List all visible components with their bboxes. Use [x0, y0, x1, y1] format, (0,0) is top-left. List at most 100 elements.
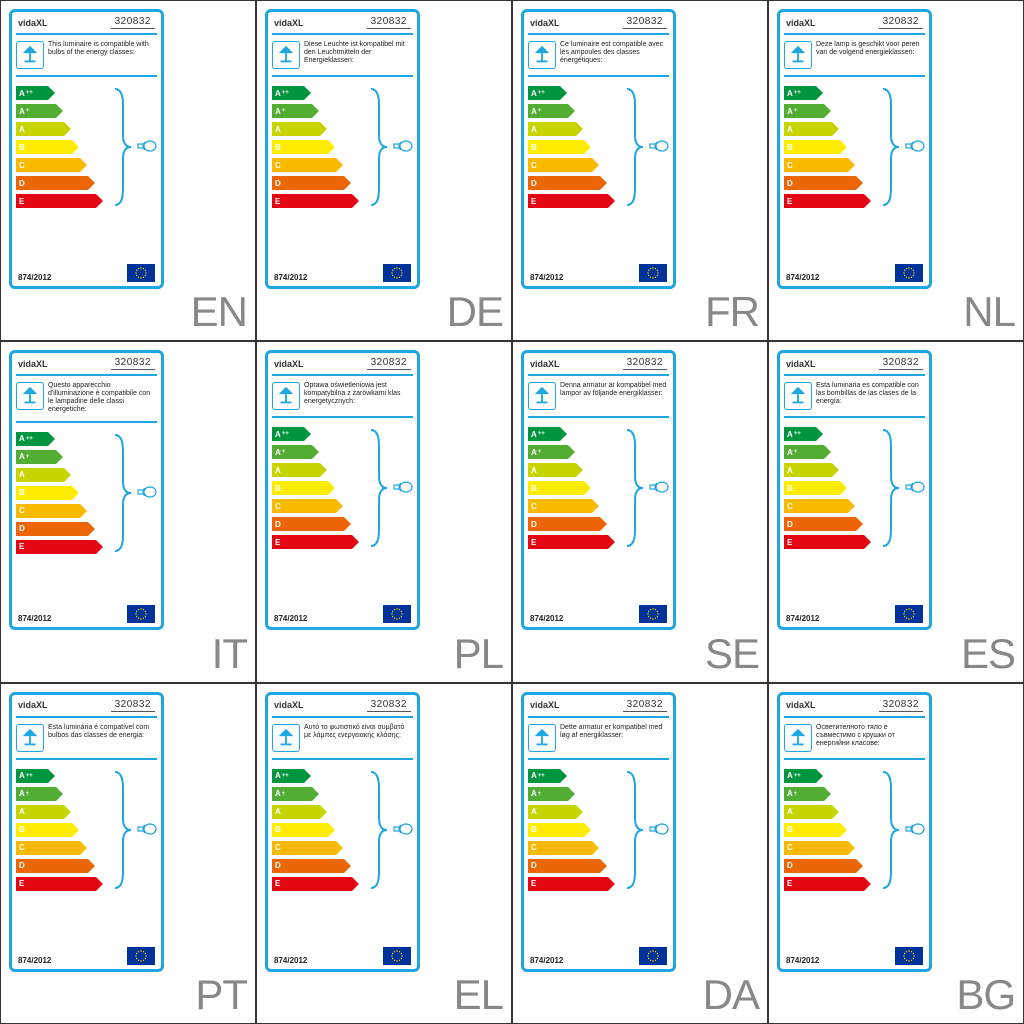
description-row: Diese Leuchte ist kompatibel mit den Leu…	[268, 37, 417, 73]
eu-flag-icon	[127, 264, 155, 282]
brace-block	[111, 431, 157, 555]
energy-arrow: A	[528, 122, 576, 136]
model-number: 320832	[367, 16, 411, 29]
description-text: Oprawa oświetleniowa jest kompatybilna z…	[304, 382, 411, 406]
energy-arrow-tip	[56, 450, 63, 464]
energy-arrow-tip	[840, 481, 847, 495]
energy-arrow: A++	[16, 432, 48, 446]
label-footer: 874/2012	[780, 947, 929, 965]
energy-arrow-tip	[832, 122, 839, 136]
language-code: DE	[447, 288, 503, 336]
energy-arrow: E	[784, 877, 864, 891]
energy-arrow-tip	[608, 194, 615, 208]
energy-classes-block: A++A+ABCDE	[524, 79, 673, 209]
energy-arrow: C	[272, 499, 336, 513]
energy-arrow: A	[528, 805, 576, 819]
energy-arrow: E	[528, 535, 608, 549]
description-row: Dette armatur er kompatibel med løg af e…	[524, 720, 673, 756]
label-cell: vidaXL320832Αυτό το φωτιστικό είναι συμβ…	[256, 683, 512, 1024]
description-text: Осветителното тяло е съвместимо с крушки…	[816, 724, 923, 748]
description-row: Ce luminaire est compatible avec les amp…	[524, 37, 673, 73]
label-footer: 874/2012	[524, 605, 673, 623]
energy-arrow-tip	[584, 823, 591, 837]
energy-arrow: C	[272, 841, 336, 855]
energy-arrow: E	[16, 194, 96, 208]
description-row: Denna armatur är kompatibel med lampor a…	[524, 378, 673, 414]
energy-arrow-tip	[816, 769, 823, 783]
eu-flag-icon	[895, 264, 923, 282]
energy-arrow: E	[528, 877, 608, 891]
brand-text: vidaXL	[18, 18, 48, 28]
lamp-icon-box	[16, 382, 44, 410]
regulation-text: 874/2012	[530, 956, 563, 965]
lamp-icon	[19, 44, 41, 66]
energy-arrow-tip	[56, 104, 63, 118]
regulation-text: 874/2012	[18, 273, 51, 282]
lamp-icon	[531, 385, 553, 407]
lamp-icon-box	[16, 41, 44, 69]
energy-arrow: A+	[272, 445, 312, 459]
energy-arrow: E	[784, 194, 864, 208]
brace-block	[879, 85, 925, 209]
description-text: This luminaire is compatible with bulbs …	[48, 41, 155, 57]
energy-arrow-tip	[600, 176, 607, 190]
energy-arrow-tip	[88, 522, 95, 536]
description-text: Αυτό το φωτιστικό είναι συμβατό με λάμπε…	[304, 724, 411, 740]
energy-arrow-tip	[848, 499, 855, 513]
energy-arrow: D	[784, 517, 856, 531]
bulb-icon	[137, 139, 157, 153]
energy-arrow-tip	[832, 463, 839, 477]
energy-arrow: D	[272, 859, 344, 873]
energy-label: vidaXL320832Deze lamp is geschikt voor p…	[777, 9, 932, 289]
energy-classes-block: A++A+ABCDE	[268, 79, 417, 209]
regulation-text: 874/2012	[274, 956, 307, 965]
energy-arrow-tip	[576, 122, 583, 136]
energy-arrow-tip	[72, 486, 79, 500]
regulation-text: 874/2012	[274, 273, 307, 282]
brace-block	[367, 85, 413, 209]
energy-arrow-tip	[560, 769, 567, 783]
energy-arrow: B	[528, 823, 584, 837]
energy-arrow-tip	[96, 194, 103, 208]
regulation-text: 874/2012	[786, 273, 819, 282]
energy-label: vidaXL320832Diese Leuchte ist kompatibel…	[265, 9, 420, 289]
energy-label: vidaXL320832Denna armatur är kompatibel …	[521, 350, 676, 630]
energy-arrow-tip	[328, 481, 335, 495]
energy-arrow: A	[16, 468, 64, 482]
bulb-icon	[393, 822, 413, 836]
energy-arrow: D	[784, 176, 856, 190]
label-cell: vidaXL320832This luminaire is compatible…	[0, 0, 256, 341]
energy-arrow-tip	[856, 859, 863, 873]
description-row: Αυτό το φωτιστικό είναι συμβατό με λάμπε…	[268, 720, 417, 756]
bulb-icon	[137, 822, 157, 836]
energy-arrow: B	[16, 486, 72, 500]
energy-arrow-tip	[864, 194, 871, 208]
energy-arrow-tip	[328, 140, 335, 154]
energy-arrow: A	[528, 463, 576, 477]
label-footer: 874/2012	[12, 264, 161, 282]
label-footer: 874/2012	[268, 264, 417, 282]
label-header: vidaXL320832	[12, 353, 161, 372]
energy-arrow: E	[784, 535, 864, 549]
regulation-text: 874/2012	[274, 614, 307, 623]
energy-arrow: C	[784, 841, 848, 855]
energy-arrow-tip	[824, 787, 831, 801]
energy-arrow: A++	[16, 86, 48, 100]
energy-classes-block: A++A+ABCDE	[524, 762, 673, 892]
energy-label: vidaXL320832Осветителното тяло е съвмест…	[777, 692, 932, 972]
separator	[272, 416, 413, 418]
separator	[16, 374, 157, 376]
energy-arrow-tip	[576, 805, 583, 819]
eu-flag-icon	[383, 605, 411, 623]
eu-flag-icon	[127, 947, 155, 965]
energy-arrow: B	[272, 481, 328, 495]
brand-text: vidaXL	[274, 700, 304, 710]
energy-arrow: A++	[16, 769, 48, 783]
energy-arrow-tip	[568, 787, 575, 801]
language-code: FR	[705, 288, 759, 336]
lamp-icon	[531, 44, 553, 66]
label-header: vidaXL320832	[268, 353, 417, 372]
bulb-icon	[393, 139, 413, 153]
energy-arrow-tip	[80, 158, 87, 172]
energy-arrow-tip	[312, 445, 319, 459]
